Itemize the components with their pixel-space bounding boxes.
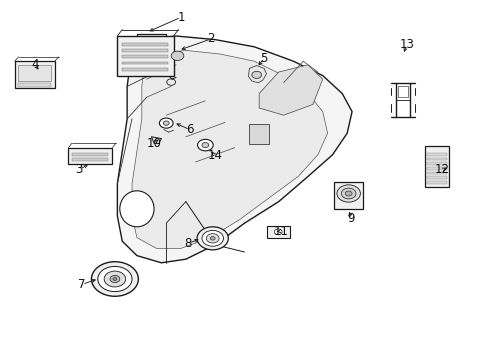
Circle shape: [274, 229, 282, 235]
Text: 7: 7: [78, 278, 86, 291]
Text: 2: 2: [207, 32, 215, 45]
Bar: [427, 176, 446, 179]
Circle shape: [336, 185, 360, 202]
Text: 4: 4: [31, 58, 39, 71]
Ellipse shape: [120, 191, 154, 227]
Text: 6: 6: [185, 123, 193, 136]
Polygon shape: [117, 36, 351, 263]
Text: 3: 3: [75, 163, 83, 176]
Bar: [117, 36, 173, 76]
Bar: [427, 172, 446, 174]
Text: 8: 8: [184, 237, 192, 250]
Circle shape: [197, 227, 228, 250]
Bar: [72, 158, 107, 161]
Circle shape: [345, 191, 351, 196]
Bar: [122, 43, 167, 46]
Circle shape: [202, 230, 223, 246]
Polygon shape: [132, 50, 327, 248]
Bar: [15, 61, 55, 88]
Bar: [427, 158, 446, 160]
Bar: [427, 162, 446, 165]
Bar: [425, 146, 448, 187]
Bar: [68, 148, 112, 164]
Bar: [72, 153, 107, 156]
Bar: [397, 86, 407, 97]
Circle shape: [251, 71, 261, 78]
Polygon shape: [248, 66, 266, 83]
Text: 9: 9: [346, 212, 354, 225]
Text: 1: 1: [177, 11, 184, 24]
Circle shape: [159, 118, 173, 128]
Circle shape: [206, 234, 219, 243]
Circle shape: [91, 262, 138, 296]
Circle shape: [110, 275, 120, 283]
Polygon shape: [259, 65, 322, 115]
Text: 11: 11: [273, 225, 287, 238]
Circle shape: [104, 271, 125, 287]
Circle shape: [202, 143, 208, 148]
Circle shape: [210, 237, 215, 240]
Text: 10: 10: [146, 137, 161, 150]
Bar: [18, 65, 51, 81]
Bar: [249, 124, 268, 144]
Bar: [122, 68, 167, 71]
Circle shape: [341, 188, 355, 199]
Bar: [427, 153, 446, 156]
Bar: [266, 226, 289, 238]
Bar: [122, 62, 167, 64]
Text: 5: 5: [260, 52, 267, 65]
Circle shape: [197, 139, 213, 151]
Text: 14: 14: [207, 149, 222, 162]
Circle shape: [98, 266, 132, 292]
Circle shape: [113, 278, 117, 280]
Bar: [333, 182, 363, 209]
Text: 12: 12: [434, 163, 448, 176]
Circle shape: [171, 51, 183, 60]
Bar: [427, 181, 446, 184]
Text: 13: 13: [399, 38, 413, 51]
Bar: [18, 83, 51, 87]
Bar: [427, 167, 446, 170]
Bar: [122, 49, 167, 52]
Circle shape: [163, 121, 169, 125]
Bar: [122, 55, 167, 58]
